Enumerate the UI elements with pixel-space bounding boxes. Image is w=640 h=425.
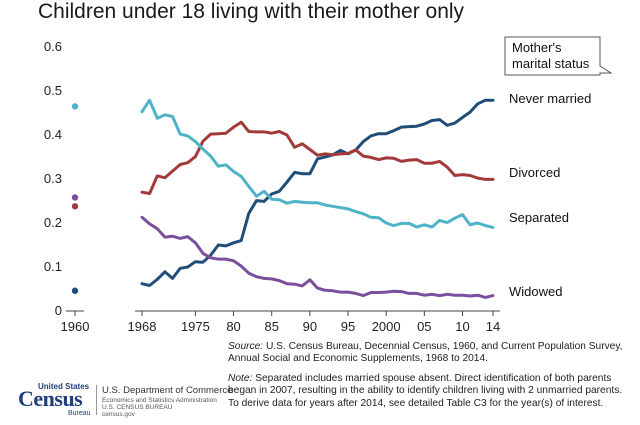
line-chart: 0 0.1 0.2 0.3 0.4 0.5 0.6 1960 1968 1975 80 85 90 95… <box>44 36 613 334</box>
chart-title: Children under 18 living with their moth… <box>38 0 465 23</box>
y-axis: 0 0.1 0.2 0.3 0.4 0.5 0.6 <box>44 39 62 318</box>
point-1960-divorced <box>71 203 79 210</box>
note-text: Separated includes married spouse absent… <box>228 372 623 409</box>
series-label-never-married: Never married <box>509 91 591 106</box>
series-labels: Never married Divorced Separated Widowed <box>509 91 591 299</box>
y-tick-label: 0.4 <box>44 127 62 142</box>
census-logo: United States Census Bureau U.S. Departm… <box>18 382 318 423</box>
source-text: U.S. Census Bureau, Decennial Census, 19… <box>228 341 623 365</box>
y-tick-label: 0.2 <box>44 215 62 230</box>
x-tick-label: 90 <box>303 319 317 334</box>
chart-notes: Source: U.S. Census Bureau, Decennial Ce… <box>228 341 632 417</box>
note-lead: Note: <box>228 372 253 384</box>
y-tick-label: 0.6 <box>44 39 62 54</box>
logo-url: census.gov <box>102 411 135 418</box>
legend-title-line-1: Mother's <box>512 40 562 55</box>
legend-callout: Mother's marital status <box>504 36 613 76</box>
series-line-widowed <box>140 215 495 299</box>
x-tick-label: 85 <box>264 319 278 334</box>
series-line-separated <box>140 98 495 229</box>
source-lead: Source: <box>228 341 264 352</box>
series-label-widowed: Widowed <box>509 284 562 299</box>
x-tick-label: 1960 <box>61 319 90 334</box>
x-tick-label: 14 <box>486 319 500 334</box>
point-1960-separated <box>71 103 79 110</box>
series-label-separated: Separated <box>509 210 569 225</box>
y-tick-label: 0.1 <box>44 259 62 274</box>
point-1960-widowed <box>71 194 79 201</box>
y-tick-label: 0.3 <box>44 171 62 186</box>
legend-title-line-2: marital status <box>512 56 590 71</box>
x-tick-label: 95 <box>341 319 355 334</box>
series-label-divorced: Divorced <box>509 165 560 180</box>
x-tick-label: 2000 <box>372 319 401 334</box>
series-layer <box>71 98 495 299</box>
logo-esa: Economics and Statistics Administration <box>102 397 217 404</box>
x-axis: 1960 1968 1975 80 85 90 95 2000 05 10 14 <box>61 310 500 334</box>
logo-divider <box>96 385 97 415</box>
y-tick-label: 0 <box>55 303 62 318</box>
x-tick-label: 05 <box>417 319 431 334</box>
logo-census-bureau: U.S. CENSUS BUREAU <box>102 404 173 411</box>
x-tick-label: 1975 <box>181 319 210 334</box>
x-tick-label: 1968 <box>128 319 157 334</box>
logo-department: U.S. Department of Commerce <box>102 385 233 396</box>
logo-united-states: United States <box>38 382 90 391</box>
general-note: Note: Separated includes married spouse … <box>228 373 632 410</box>
point-1960-never-married <box>71 287 79 294</box>
source-note: Source: U.S. Census Bureau, Decennial Ce… <box>228 341 632 366</box>
x-tick-label: 80 <box>226 319 240 334</box>
x-tick-label: 10 <box>455 319 469 334</box>
series-line-never-married <box>140 98 495 287</box>
logo-bureau: Bureau <box>68 410 91 417</box>
logo-wordmark: Census <box>18 386 83 411</box>
legend-callout-box <box>504 36 613 76</box>
y-tick-label: 0.5 <box>44 83 62 98</box>
